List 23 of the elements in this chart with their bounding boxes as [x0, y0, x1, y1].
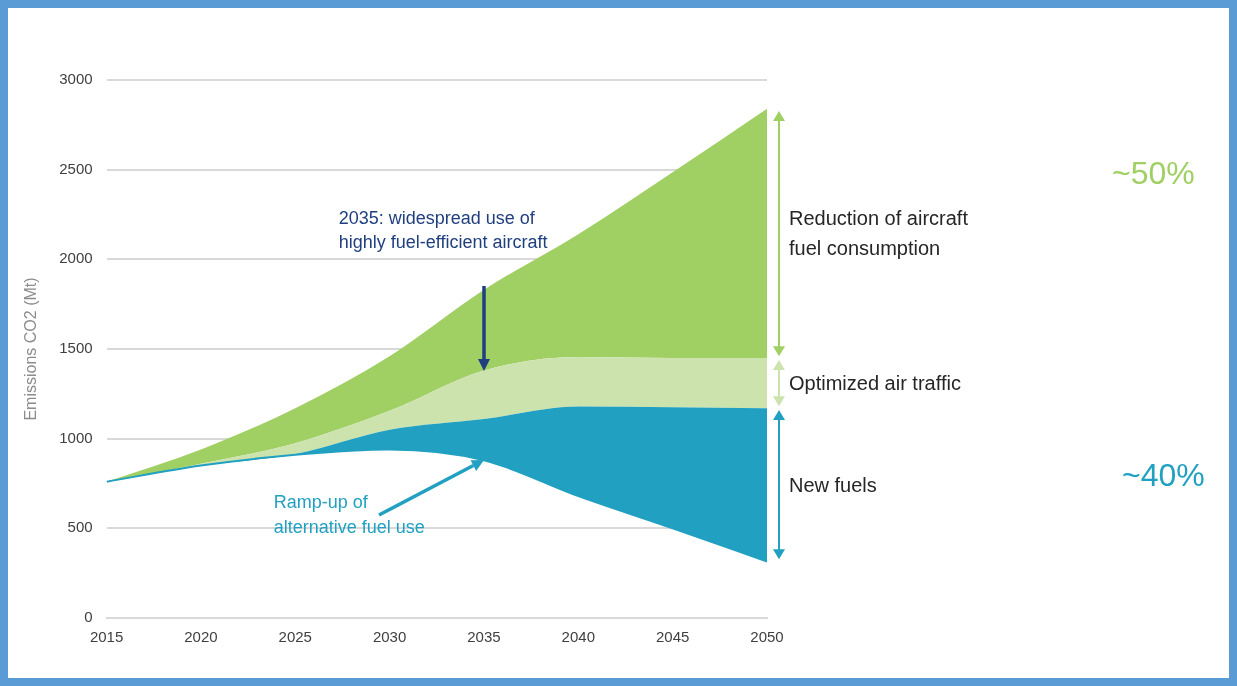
legend-label: Optimized air traffic: [789, 371, 962, 397]
text: ~40%: [1122, 456, 1205, 494]
x-tick-label: 2025: [278, 628, 312, 646]
text: ~50%: [1112, 154, 1195, 192]
series-label: New fuels: [789, 472, 878, 498]
y-tick-label: 2500: [59, 159, 93, 177]
x-tick-label: 2015: [89, 628, 124, 646]
x-tick-label: 2050: [750, 628, 784, 646]
x-tick-label: 2040: [561, 628, 595, 646]
x-tick-label: 2035: [467, 628, 501, 646]
series-label: Reduction of aircraft fuel consumption: [789, 206, 969, 262]
y-tick-label: 1000: [59, 428, 93, 446]
annotation: Ramp-up of alternative fuel use: [273, 491, 426, 539]
x-tick-label: 2020: [184, 628, 218, 646]
y-tick-label: 1500: [59, 339, 93, 357]
x-tick-label: 2045: [655, 628, 690, 646]
annotation: 2035: widespread use of highly fuel-efficient aircraft: [338, 206, 549, 254]
y-tick-label: 2000: [59, 249, 93, 267]
y-tick-label: 500: [67, 518, 93, 536]
x-tick-label: 2030: [372, 628, 407, 646]
y-tick-label: 3000: [59, 70, 93, 88]
y-axis-title: Emissions CO2 (Mt): [22, 277, 40, 421]
y-tick-label: 0: [84, 608, 93, 626]
